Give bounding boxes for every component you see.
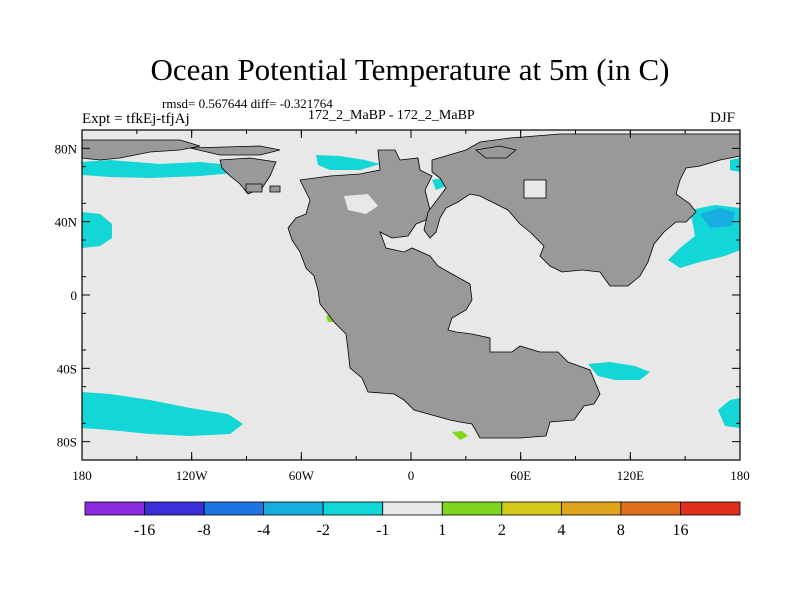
x-tick-label: 120E <box>617 468 645 483</box>
runs-label: 172_2_MaBP - 172_2_MaBP <box>308 108 475 123</box>
y-tick-label: 80N <box>55 141 78 156</box>
colorbar-level-label: 2 <box>498 522 506 539</box>
colorbar-box <box>203 501 265 516</box>
x-tick-label: 0 <box>408 468 415 483</box>
experiment-label: Expt = tfkEj-tfjAj <box>82 111 190 127</box>
colorbar <box>84 501 741 516</box>
colorbar-level-label: 16 <box>672 522 688 539</box>
colorbar-box <box>620 501 681 516</box>
colorbar-box <box>441 501 503 516</box>
x-tick-label: 180 <box>72 468 92 483</box>
land-arctic-east <box>475 145 517 159</box>
colorbar-box <box>322 501 384 516</box>
colorbar-level-label: 8 <box>617 522 625 539</box>
x-tick-label: 120W <box>176 468 209 483</box>
cyan-anomaly-regions <box>82 155 740 436</box>
colorbar-level-label: -2 <box>317 522 330 539</box>
anomaly-south-indian <box>588 362 650 380</box>
colorbar-box <box>560 501 622 516</box>
y-tick-label: 40S <box>57 361 77 376</box>
land-masses <box>81 133 741 439</box>
colorbar-level-label: 4 <box>557 522 565 539</box>
colorbar-level-label: 1 <box>438 522 446 539</box>
x-tick-label: 180 <box>730 468 750 483</box>
colorbar-box <box>382 501 443 516</box>
colorbar-box <box>501 501 562 516</box>
y-tick-label: 0 <box>71 288 78 303</box>
colorbar-box <box>263 501 324 516</box>
inland-water <box>344 179 547 214</box>
anomaly-south-pacific-east <box>718 398 740 428</box>
anomaly-nw-pacific-west <box>82 212 112 248</box>
anomaly-north-atlantic <box>316 155 380 170</box>
lake-hudson <box>344 194 378 214</box>
colorbar-box <box>84 501 145 516</box>
anomaly-ne-arctic <box>730 158 740 172</box>
anomaly-deep-blue-east <box>700 208 735 228</box>
y-tick-label: 80S <box>57 435 77 450</box>
map-title: Ocean Potential Temperature at 5m (in C) <box>150 52 670 87</box>
colorbar-level-label: -16 <box>134 522 155 539</box>
axis-ticks <box>81 129 741 461</box>
land-island-west <box>245 183 263 193</box>
season-label: DJF <box>710 110 736 126</box>
anomaly-south-pacific-west <box>82 392 243 436</box>
lake-caspian <box>523 179 547 199</box>
colorbar-box <box>144 501 205 516</box>
colorbar-labels: -16 -8 -4 -2 -1 1 2 4 8 16 <box>134 522 689 539</box>
x-tick-label: 60W <box>289 468 315 483</box>
land-island-west2 <box>269 185 281 193</box>
x-tick-label: 60E <box>510 468 531 483</box>
rmsd-diff-stats: rmsd= 0.567644 diff= -0.321764 <box>162 96 333 111</box>
anomaly-green-south-atlantic <box>452 431 468 440</box>
colorbar-level-label: -4 <box>257 522 270 539</box>
land-arctic-strip <box>189 145 281 156</box>
colorbar-level-label: -1 <box>376 522 389 539</box>
axis-labels: 180 120W 60W 0 60E 120E 180 80N 40N 0 40S 80S <box>55 141 750 483</box>
anomaly-north-pacific <box>82 160 245 178</box>
land-arctic-west <box>81 139 201 161</box>
y-tick-label: 40N <box>55 215 78 230</box>
colorbar-level-label: -8 <box>197 522 210 539</box>
colorbar-box <box>680 501 741 516</box>
